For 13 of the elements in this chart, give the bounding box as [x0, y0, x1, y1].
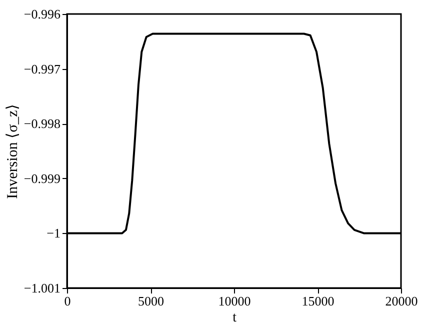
x-tick-label: 0 — [64, 294, 71, 308]
y-tick-label: −0.999 — [24, 170, 60, 186]
x-tick-label: 10000 — [218, 294, 251, 308]
x-tick-label: 15000 — [302, 294, 334, 308]
y-axis-title: Inversion ⟨σ_z⟩ — [4, 104, 21, 199]
x-tick-label: 5000 — [138, 294, 164, 308]
y-tick-label: −1 — [46, 226, 60, 241]
y-tick-label: −0.997 — [24, 61, 61, 76]
x-tick-label: 20000 — [385, 294, 418, 308]
y-tick-label: −0.996 — [24, 6, 61, 22]
y-tick-label: −0.998 — [24, 116, 60, 132]
x-axis-title: t — [232, 310, 237, 326]
y-tick-label: −1.001 — [24, 280, 60, 296]
